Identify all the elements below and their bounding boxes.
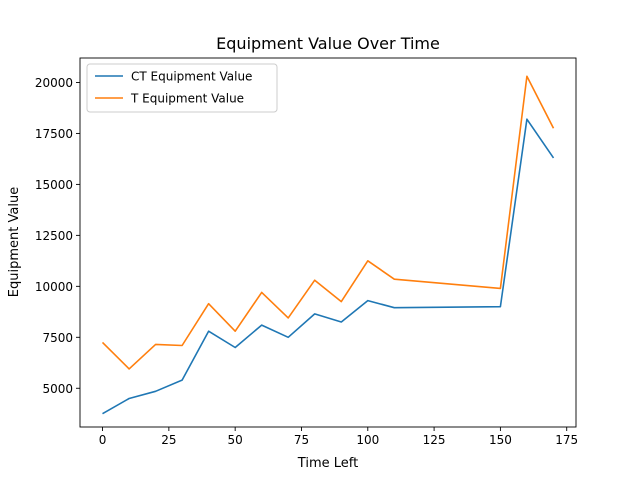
y-tick-label: 20000 xyxy=(35,76,73,90)
y-tick-label: 15000 xyxy=(35,178,73,192)
legend-label: T Equipment Value xyxy=(130,92,244,106)
y-tick-label: 17500 xyxy=(35,127,73,141)
chart-title: Equipment Value Over Time xyxy=(216,34,440,53)
x-tick-label: 50 xyxy=(228,433,243,447)
x-tick-label: 125 xyxy=(423,433,446,447)
y-tick-label: 10000 xyxy=(35,280,73,294)
x-tick-label: 175 xyxy=(555,433,578,447)
y-tick-label: 7500 xyxy=(42,331,73,345)
x-tick-label: 25 xyxy=(161,433,176,447)
x-tick-label: 0 xyxy=(99,433,107,447)
x-tick-label: 150 xyxy=(489,433,512,447)
x-axis-label: Time Left xyxy=(297,456,358,471)
y-axis-label: Equipment Value xyxy=(7,187,22,297)
plot-area: 0 25 50 75 100 125 150 175 5000 7500 10000 12500 150… xyxy=(35,57,578,447)
axes-frame xyxy=(79,57,577,428)
legend-box xyxy=(86,63,278,113)
legend-label: CT Equipment Value xyxy=(131,70,252,84)
y-tick-label: 12500 xyxy=(35,229,73,243)
x-tick-label: 100 xyxy=(356,433,379,447)
y-tick-label: 5000 xyxy=(42,382,73,396)
series-line-ct xyxy=(102,118,555,415)
x-tick-label: 75 xyxy=(294,433,309,447)
series-line-t xyxy=(101,75,555,370)
